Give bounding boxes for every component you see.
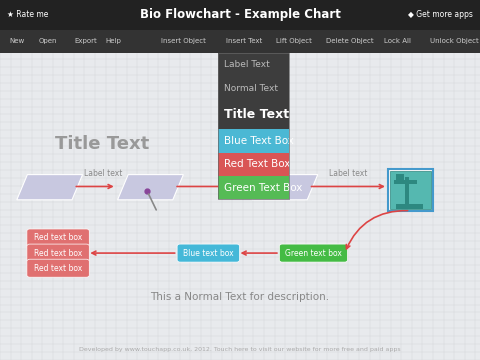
Bar (405, 177, 409, 205)
Bar (218, 53, 289, 199)
Text: Lift Object: Lift Object (276, 39, 312, 44)
Text: Red text box: Red text box (34, 233, 82, 243)
Text: Open: Open (38, 39, 57, 44)
Bar (395, 180, 417, 184)
Text: New: New (10, 39, 25, 44)
Text: Red text box: Red text box (34, 264, 82, 273)
Bar (218, 100, 289, 129)
Bar (218, 153, 289, 176)
Polygon shape (118, 175, 183, 200)
Text: Title Text: Title Text (55, 135, 149, 153)
Polygon shape (252, 175, 318, 200)
Text: Label text: Label text (84, 169, 122, 178)
Text: Insert Object: Insert Object (161, 39, 205, 44)
Text: ★ Rate me: ★ Rate me (7, 10, 48, 19)
Bar (396, 204, 423, 209)
Bar (390, 171, 431, 209)
Text: Title Text: Title Text (224, 108, 289, 121)
Bar (388, 169, 433, 211)
Text: Bio Flowchart - Example Chart: Bio Flowchart - Example Chart (140, 8, 340, 22)
Text: Help: Help (106, 39, 121, 44)
Bar (396, 174, 404, 181)
Text: Green Text Box: Green Text Box (224, 183, 302, 193)
Bar (0, 0, 480, 30)
Bar (0, 30, 480, 53)
Text: Red Text Box: Red Text Box (224, 159, 290, 169)
Text: Blue text box: Blue text box (183, 248, 234, 258)
Text: Lock All: Lock All (384, 39, 411, 44)
Polygon shape (17, 175, 83, 200)
FancyBboxPatch shape (27, 259, 89, 277)
Text: Delete Object: Delete Object (326, 39, 374, 44)
FancyBboxPatch shape (177, 244, 240, 262)
Text: Export: Export (74, 39, 97, 44)
FancyBboxPatch shape (279, 244, 348, 262)
FancyBboxPatch shape (27, 229, 89, 247)
Text: Label text: Label text (329, 169, 367, 178)
Text: Developed by www.touchapp.co.uk, 2012. Touch here to visit our website for more : Developed by www.touchapp.co.uk, 2012. T… (79, 347, 401, 352)
FancyBboxPatch shape (27, 244, 89, 262)
Bar (218, 76, 289, 100)
Text: Normal Text: Normal Text (224, 84, 278, 93)
Text: Insert Text: Insert Text (226, 39, 262, 44)
Text: This a Normal Text for description.: This a Normal Text for description. (150, 292, 330, 302)
Bar (218, 53, 289, 76)
Text: ◆ Get more apps: ◆ Get more apps (408, 10, 473, 19)
Text: Red text box: Red text box (34, 248, 82, 258)
Bar (218, 176, 289, 199)
Text: Label Text: Label Text (224, 60, 270, 69)
Text: Unlock Object: Unlock Object (430, 39, 479, 44)
Bar (218, 129, 289, 153)
Text: Green text box: Green text box (285, 248, 342, 258)
Text: Blue Text Box: Blue Text Box (224, 136, 294, 146)
